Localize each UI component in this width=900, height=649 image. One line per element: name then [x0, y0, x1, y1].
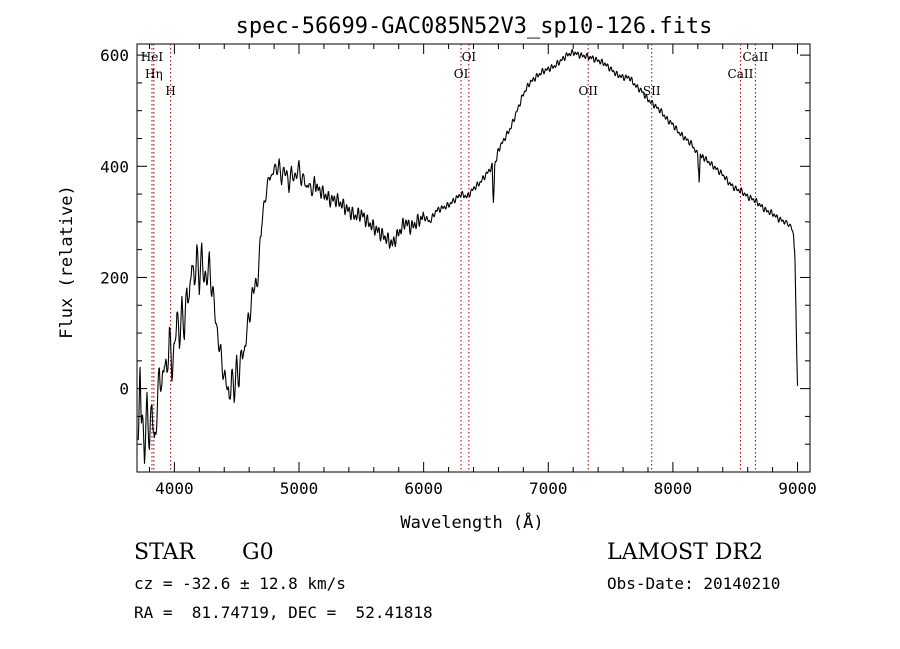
spectral-line-label: CaII — [742, 50, 768, 64]
x-tick-label: 8000 — [654, 479, 693, 498]
x-tick-label: 5000 — [280, 479, 319, 498]
spectral-line-label: Hη — [145, 67, 163, 81]
spectrum-series-line — [137, 48, 799, 464]
object-class: STAR — [134, 540, 195, 565]
object-subclass: G0 — [242, 540, 274, 565]
x-tick-label: 7000 — [529, 479, 568, 498]
coordinates: RA = 81.74719, DEC = 52.41818 — [134, 603, 433, 622]
plot-frame — [136, 43, 811, 473]
spectral-line-label: OI — [462, 50, 477, 64]
y-tick-label: 200 — [100, 268, 129, 287]
y-tick-label: 400 — [100, 157, 129, 176]
plot-area: 4000 5000 6000 7000 8000 9000 0 200 400 600 HeI HηH… — [100, 43, 817, 498]
spectral-line-label: HeI — [141, 50, 164, 64]
redshift-cz: cz = -32.6 ± 12.8 km/s — [134, 574, 346, 593]
y-tick-label: 600 — [100, 46, 129, 65]
x-tick-label: 4000 — [155, 479, 194, 498]
x-axis-label: Wavelength (Å) — [400, 511, 543, 533]
spectral-line-label: OII — [578, 84, 598, 98]
survey-name: LAMOST DR2 — [607, 540, 763, 565]
x-tick-label: 6000 — [404, 479, 443, 498]
x-tick-label: 9000 — [778, 479, 817, 498]
spectral-line-label: CaII — [728, 67, 754, 81]
chart-title: spec-56699-GAC085N52V3_sp10-126.fits — [236, 14, 713, 39]
spectral-line-label: SII — [643, 84, 661, 98]
y-axis-label: Flux (relative) — [57, 185, 77, 339]
spectral-line-label: OI — [454, 67, 469, 81]
spectral-line-label: H — [165, 84, 175, 98]
y-tick-label: 0 — [119, 380, 129, 399]
observation-date: Obs-Date: 20140210 — [607, 574, 781, 593]
